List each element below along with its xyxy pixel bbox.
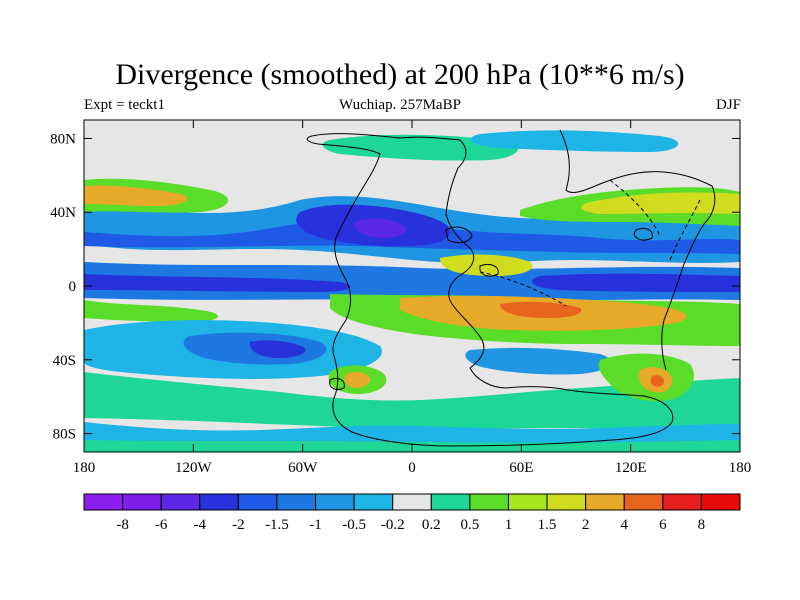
chart-title: Divergence (smoothed) at 200 hPa (10**6 … [115,58,685,91]
contour-arctic-blue [470,130,679,152]
colorbar-level-label: 8 [698,517,706,533]
contour-south-midlat-green [84,372,740,430]
y-tick-label: 40S [53,353,76,369]
contour-arctic-green [322,134,519,161]
pangea-outline [306,133,674,447]
colorbar-level-label: -0.5 [342,517,366,533]
colorbar-swatch [199,493,239,511]
colorbar-swatch [585,493,625,511]
time-period-label: Wuchiap. 257MaBP [339,97,461,113]
colorbar-level-label: -8 [116,517,129,533]
colorbar-swatch [623,493,664,511]
colorbar-swatch [546,493,587,511]
colorbar-level-label: 1 [505,517,513,533]
colorbar-level-label: -2 [232,517,245,533]
contour-asia-divergence-core [581,192,740,214]
colorbar-level-label: 4 [620,517,628,533]
coast-dashed [479,179,701,307]
x-tick-label: 180 [729,460,752,476]
colorbar-swatch [83,493,124,511]
asia-east-outline [559,129,716,371]
contour-south-pacific-peak [249,340,306,358]
colorbar-swatch [700,493,741,511]
x-tick-label: 60E [509,460,533,476]
colorbar-level-label: -4 [194,517,207,533]
x-tick-label: 120W [175,460,213,476]
colorbar-swatch [662,493,702,511]
experiment-label: Expt = teckt1 [84,97,165,113]
x-tick-label: 180 [73,460,96,476]
colorbar-swatch [353,493,394,511]
colorbar-swatch [160,493,201,511]
colorbar-level-label: -1 [309,517,322,533]
contour-equatorial-core [84,274,351,292]
contour-south-atlantic-core [344,371,371,388]
colorbar-swatch [276,493,317,511]
colorbar-level-label: -0.2 [381,517,405,533]
colorbar-level-label: 1.5 [538,517,557,533]
y-tick-label: 0 [69,279,77,295]
season-label: DJF [715,97,741,113]
contour-tethys-divergence [84,300,219,322]
colorbar-swatch [392,493,432,511]
colorbar-level-label: 0.2 [422,517,441,533]
cimmerian-islands [329,226,653,391]
colorbar-swatch [507,493,548,511]
x-tick-label: 60W [288,460,318,476]
colorbar-level-label: 2 [582,517,590,533]
contour-southeast-peak [650,375,664,387]
colorbar-level-label: 0.5 [461,517,480,533]
contour-ne-pacific-divergence-core [84,185,188,206]
y-tick-label: 40N [50,205,76,221]
y-tick-label: 80S [53,427,76,443]
contour-south-indian-blue [465,347,611,375]
y-tick-label: 80N [50,131,76,147]
contour-n-atlantic-peak [354,218,407,238]
contour-equatorial-east-core [531,273,740,292]
colorbar-swatch [122,493,162,511]
colorbar-swatch [469,493,509,511]
colorbar-level-label: -6 [155,517,168,533]
contour-equatorial-divergence [440,254,533,276]
x-tick-label: 120E [615,460,647,476]
colorbar-swatch [430,493,471,511]
colorbar-swatch [315,493,355,511]
colorbar-level-label: -1.5 [265,517,289,533]
contour-tethys-divergence-peak [500,301,582,318]
x-tick-label: 0 [408,460,416,476]
colorbar-level-label: 6 [659,517,667,533]
colorbar-swatch [237,493,278,511]
